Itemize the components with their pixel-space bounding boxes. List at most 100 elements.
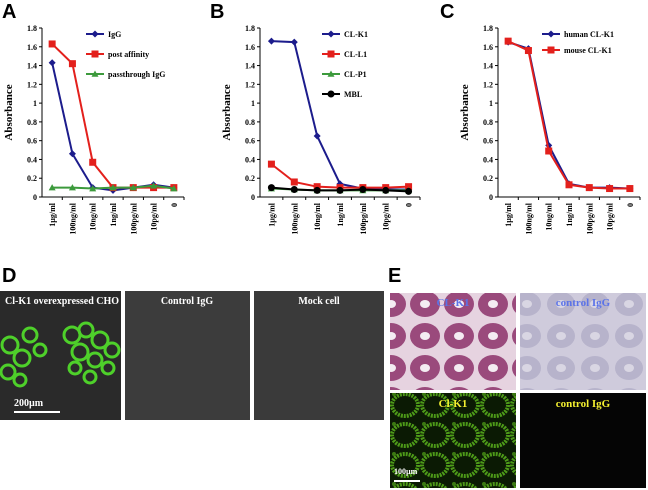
legend-label: CL-K1 bbox=[344, 30, 368, 39]
y-tick-label: 0.6 bbox=[245, 137, 255, 146]
marker bbox=[48, 40, 56, 48]
y-tick-label: 0.6 bbox=[27, 137, 37, 146]
y-tick-label: 0.6 bbox=[483, 137, 493, 146]
x-tick-label: 1ng/ml bbox=[109, 202, 118, 226]
marker bbox=[336, 186, 344, 194]
marker bbox=[313, 132, 321, 140]
marker bbox=[89, 185, 97, 192]
marker bbox=[48, 59, 56, 67]
y-tick-label: 0 bbox=[489, 193, 493, 202]
marker bbox=[109, 184, 117, 191]
x-tick-label: 100pg/ml bbox=[585, 202, 594, 234]
y-tick-label: 0.8 bbox=[483, 118, 493, 127]
marker bbox=[547, 30, 555, 38]
x-tick-label: 100ng/ml bbox=[290, 202, 299, 234]
marker bbox=[606, 185, 614, 193]
y-tick-label: 1 bbox=[489, 99, 493, 108]
y-tick-label: 0 bbox=[33, 193, 37, 202]
y-tick-label: 1.6 bbox=[483, 43, 493, 52]
x-tick-label: 0 bbox=[405, 203, 414, 207]
scale-label: 100µm bbox=[394, 467, 418, 476]
y-tick-label: 1.2 bbox=[27, 80, 37, 89]
panel-label: A bbox=[2, 1, 16, 23]
x-tick-label: 10ng/ml bbox=[313, 202, 322, 230]
panel-d: Cl-K1 overexpressed CHO Control IgG Mock… bbox=[0, 291, 384, 420]
marker bbox=[313, 183, 321, 191]
x-tick-label: 10pg/ml bbox=[382, 202, 391, 230]
x-tick-label: 10ng/ml bbox=[545, 202, 554, 230]
marker bbox=[68, 150, 76, 158]
marker bbox=[290, 178, 298, 186]
cells bbox=[0, 321, 121, 388]
y-tick-label: 0.4 bbox=[245, 155, 255, 164]
y-tick-label: 0 bbox=[251, 193, 255, 202]
y-axis-label: Absorbance bbox=[221, 84, 233, 140]
marker bbox=[405, 187, 413, 195]
x-tick-label: 0 bbox=[170, 203, 179, 207]
marker bbox=[290, 185, 298, 193]
y-tick-label: 0.2 bbox=[483, 174, 493, 183]
caption: CL-K1 bbox=[437, 297, 470, 309]
y-tick-label: 0.2 bbox=[245, 174, 255, 183]
x-tick-label: 1µg/ml bbox=[48, 202, 57, 226]
y-tick-label: 0.8 bbox=[27, 118, 37, 127]
chart: 0 0.2 0.4 0.6 0.8 1 1.2 1.4 1.6 1.8 Absorbance 1µg/… bbox=[3, 24, 185, 235]
marker bbox=[68, 60, 76, 68]
x-tick-label: 1µg/ml bbox=[267, 202, 276, 226]
marker bbox=[565, 181, 573, 189]
legend-label: CL-L1 bbox=[344, 50, 367, 59]
micrograph bbox=[520, 393, 646, 488]
y-tick-label: 1.8 bbox=[245, 24, 255, 33]
series-line bbox=[51, 62, 174, 192]
y-tick-label: 0.8 bbox=[245, 118, 255, 127]
marker bbox=[327, 70, 335, 77]
marker bbox=[68, 184, 76, 191]
x-tick-label: 100ng/ml bbox=[68, 202, 77, 234]
y-tick-label: 1.4 bbox=[483, 62, 493, 71]
marker bbox=[585, 184, 593, 192]
y-tick-label: 0.2 bbox=[27, 174, 37, 183]
marker bbox=[91, 50, 99, 58]
y-tick-label: 1.8 bbox=[27, 24, 37, 33]
scale-label: 200µm bbox=[14, 398, 44, 409]
micrograph bbox=[390, 293, 516, 390]
marker bbox=[91, 70, 99, 77]
y-tick-label: 1.4 bbox=[245, 62, 255, 71]
chart: 0 0.2 0.4 0.6 0.8 1 1.2 1.4 1.6 1.8 Absorbance 1µg/… bbox=[459, 24, 641, 235]
caption: control IgG bbox=[556, 398, 611, 410]
y-tick-label: 1.8 bbox=[483, 24, 493, 33]
panel-label: E bbox=[388, 265, 401, 287]
y-tick-label: 1.6 bbox=[245, 43, 255, 52]
x-tick-label: 1µg/ml bbox=[504, 202, 513, 226]
panel-label: B bbox=[210, 1, 224, 23]
legend-label: IgG bbox=[108, 30, 121, 39]
marker bbox=[91, 30, 99, 38]
panel-label: C bbox=[440, 1, 454, 23]
x-tick-label: 1ng/ml bbox=[565, 202, 574, 226]
marker bbox=[547, 46, 555, 54]
chart: 0 0.2 0.4 0.6 0.8 1 1.2 1.4 1.6 1.8 Absorbance 1µg/… bbox=[221, 24, 421, 235]
series-line bbox=[507, 40, 630, 190]
marker bbox=[129, 184, 137, 191]
marker bbox=[48, 184, 56, 191]
marker bbox=[267, 160, 275, 168]
marker bbox=[170, 185, 178, 192]
marker bbox=[313, 186, 321, 194]
y-tick-label: 1.2 bbox=[245, 80, 255, 89]
micrograph bbox=[254, 291, 384, 420]
x-tick-label: 10pg/ml bbox=[606, 202, 615, 230]
panel-label: D bbox=[2, 265, 16, 287]
x-tick-label: 0 bbox=[626, 203, 635, 207]
y-tick-label: 1.4 bbox=[27, 62, 37, 71]
series-line bbox=[271, 40, 409, 191]
series-line bbox=[507, 41, 630, 190]
legend-label: passthrough IgG bbox=[108, 70, 165, 79]
panel-e: CL-K1 control IgG Cl-K1 control IgG 100µ… bbox=[390, 293, 646, 488]
y-tick-label: 1 bbox=[33, 99, 37, 108]
y-tick-label: 0.4 bbox=[483, 155, 493, 164]
marker bbox=[626, 185, 634, 193]
x-tick-label: 100pg/ml bbox=[359, 202, 368, 234]
y-tick-label: 1.2 bbox=[483, 80, 493, 89]
micrograph bbox=[390, 393, 516, 488]
